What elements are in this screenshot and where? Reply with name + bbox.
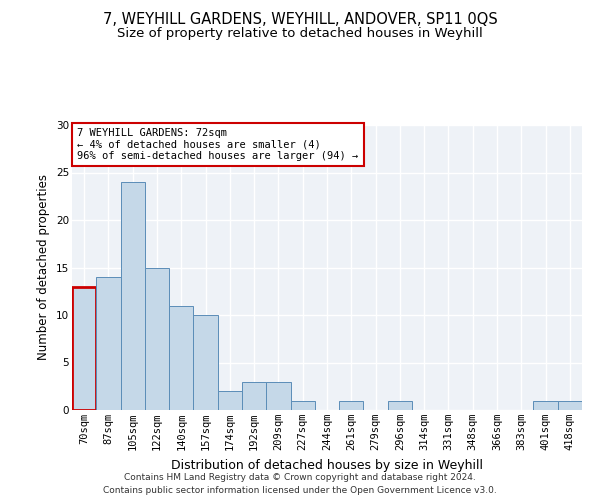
Text: Size of property relative to detached houses in Weyhill: Size of property relative to detached ho… — [117, 28, 483, 40]
Text: 7, WEYHILL GARDENS, WEYHILL, ANDOVER, SP11 0QS: 7, WEYHILL GARDENS, WEYHILL, ANDOVER, SP… — [103, 12, 497, 28]
Bar — [388, 400, 412, 410]
Text: Contains HM Land Registry data © Crown copyright and database right 2024.
Contai: Contains HM Land Registry data © Crown c… — [103, 474, 497, 495]
X-axis label: Distribution of detached houses by size in Weyhill: Distribution of detached houses by size … — [171, 458, 483, 471]
Bar — [242, 382, 266, 410]
Bar — [121, 182, 145, 410]
Bar — [193, 315, 218, 410]
Bar — [339, 400, 364, 410]
Bar — [558, 400, 582, 410]
Text: 7 WEYHILL GARDENS: 72sqm
← 4% of detached houses are smaller (4)
96% of semi-det: 7 WEYHILL GARDENS: 72sqm ← 4% of detache… — [77, 128, 358, 161]
Bar — [533, 400, 558, 410]
Bar — [145, 268, 169, 410]
Bar — [72, 286, 96, 410]
Bar — [218, 391, 242, 410]
Bar — [266, 382, 290, 410]
Bar — [96, 277, 121, 410]
Bar — [169, 306, 193, 410]
Bar — [290, 400, 315, 410]
Y-axis label: Number of detached properties: Number of detached properties — [37, 174, 50, 360]
